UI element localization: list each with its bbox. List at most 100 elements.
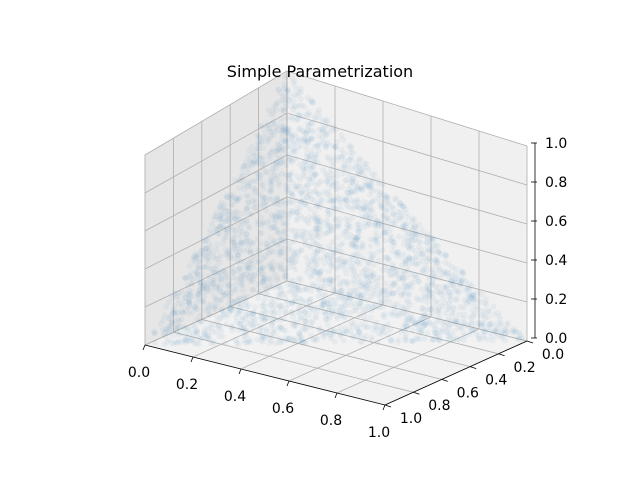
z-tick-label: 0.0 bbox=[545, 331, 567, 347]
scatter-point bbox=[300, 135, 307, 142]
scatter-point bbox=[270, 118, 277, 125]
scatter-point bbox=[248, 249, 255, 256]
scatter-point bbox=[400, 276, 407, 282]
scatter-point bbox=[492, 326, 499, 333]
scatter-point bbox=[346, 295, 353, 302]
scatter-point bbox=[327, 246, 334, 253]
scatter-point bbox=[324, 178, 331, 185]
scatter-point bbox=[348, 188, 355, 195]
scatter-point bbox=[267, 133, 274, 140]
scatter-point bbox=[378, 233, 385, 240]
scatter-point bbox=[379, 267, 386, 273]
scatter-point bbox=[249, 260, 255, 267]
scatter-point bbox=[277, 317, 284, 323]
scatter-point bbox=[424, 298, 431, 305]
scatter-point bbox=[246, 264, 253, 271]
scatter-point bbox=[189, 309, 196, 316]
scatter-point bbox=[214, 225, 221, 232]
scatter-point bbox=[282, 200, 289, 207]
scatter-point bbox=[404, 256, 411, 263]
scatter-point bbox=[233, 215, 240, 222]
scatter-point bbox=[243, 327, 250, 334]
scatter-point bbox=[373, 238, 380, 245]
scatter-point bbox=[250, 287, 257, 294]
scatter-point bbox=[388, 204, 395, 211]
scatter-point bbox=[399, 203, 406, 210]
scatter-point bbox=[358, 338, 365, 345]
scatter-point bbox=[435, 299, 442, 306]
scatter-point bbox=[271, 200, 278, 207]
scatter-point bbox=[259, 264, 266, 271]
scatter-point bbox=[326, 280, 333, 287]
scatter-point bbox=[468, 320, 475, 327]
scatter-point bbox=[318, 244, 325, 251]
scatter-point bbox=[304, 182, 311, 189]
scatter-point bbox=[274, 274, 281, 281]
scatter-point bbox=[442, 300, 449, 307]
scatter-point bbox=[403, 322, 410, 329]
scatter-point bbox=[175, 316, 182, 323]
scatter-point bbox=[305, 220, 312, 227]
scatter-point bbox=[441, 270, 448, 276]
scatter-point bbox=[290, 145, 297, 152]
scatter-point bbox=[384, 215, 391, 222]
scatter-point bbox=[360, 256, 367, 263]
scatter-point bbox=[243, 263, 250, 269]
scatter-point bbox=[330, 154, 337, 161]
scatter-point bbox=[389, 311, 396, 318]
scatter-point bbox=[302, 318, 309, 325]
scatter-point bbox=[247, 275, 253, 282]
scatter-point bbox=[336, 247, 343, 254]
scatter-point bbox=[239, 240, 246, 247]
scatter-point bbox=[264, 169, 271, 176]
scatter-point bbox=[366, 260, 373, 267]
scatter-point bbox=[447, 318, 454, 324]
scatter-point bbox=[405, 298, 412, 305]
scatter-point bbox=[217, 314, 224, 321]
scatter-point bbox=[313, 254, 320, 261]
scatter-point bbox=[413, 336, 420, 342]
scatter-point bbox=[200, 282, 207, 289]
scatter-point bbox=[439, 303, 446, 309]
scatter-point bbox=[403, 304, 410, 311]
scatter-point bbox=[347, 327, 354, 334]
scatter-point bbox=[343, 202, 350, 208]
scatter-point bbox=[274, 241, 281, 248]
scatter-point bbox=[248, 240, 255, 247]
scatter-point bbox=[354, 197, 361, 203]
scatter-point bbox=[291, 238, 297, 245]
scatter-point bbox=[361, 205, 368, 212]
scatter-point bbox=[259, 196, 266, 203]
scatter-point bbox=[237, 265, 244, 272]
scatter-point bbox=[298, 338, 305, 345]
scatter-point bbox=[413, 295, 420, 301]
scatter-point bbox=[173, 325, 180, 332]
scatter-point bbox=[268, 263, 275, 270]
scatter-point bbox=[266, 125, 273, 132]
scatter-point bbox=[337, 331, 344, 338]
scatter-point bbox=[393, 195, 400, 202]
scatter-point bbox=[266, 136, 273, 143]
scatter-point bbox=[312, 248, 319, 255]
scatter-point bbox=[389, 266, 396, 273]
scatter-point bbox=[323, 117, 330, 124]
scatter-point bbox=[223, 226, 230, 233]
scatter-point bbox=[356, 279, 362, 286]
scatter-point bbox=[452, 266, 459, 273]
scatter-point bbox=[208, 288, 215, 295]
scatter-point bbox=[315, 229, 322, 236]
scatter-point bbox=[268, 322, 275, 329]
scatter-point bbox=[151, 330, 158, 337]
scatter-point bbox=[363, 271, 370, 278]
scatter-point bbox=[253, 148, 260, 155]
scatter-point bbox=[365, 166, 372, 173]
scatter-point bbox=[360, 207, 367, 214]
scatter-point bbox=[249, 311, 256, 318]
scatter-point bbox=[423, 240, 430, 246]
scatter-point bbox=[412, 275, 419, 282]
scatter-point bbox=[330, 203, 337, 210]
scatter-point bbox=[341, 265, 348, 272]
scatter-point bbox=[240, 182, 247, 188]
scatter-point bbox=[291, 337, 298, 344]
scatter-point bbox=[319, 134, 326, 141]
